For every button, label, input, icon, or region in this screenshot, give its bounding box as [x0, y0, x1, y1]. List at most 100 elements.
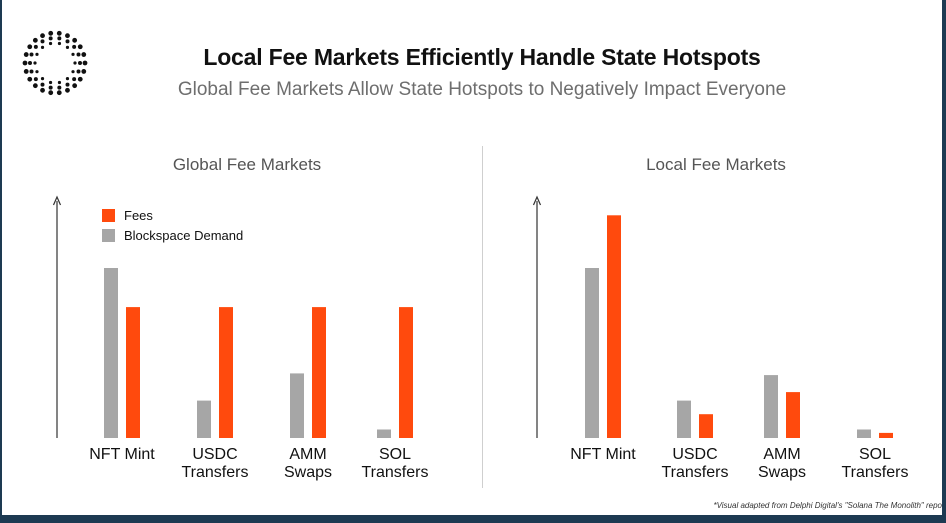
- logo-dot: [72, 37, 78, 43]
- logo-dot: [77, 44, 83, 50]
- logo-dot: [23, 69, 29, 74]
- legend-swatch-demand: [102, 229, 115, 242]
- logo-dot: [71, 52, 75, 56]
- category-label-line: USDC: [192, 446, 238, 463]
- logo-dot: [40, 82, 45, 87]
- logo-dot: [35, 70, 39, 74]
- logo-dot: [56, 30, 62, 36]
- logo-dot: [33, 44, 38, 49]
- logo-dot: [40, 39, 45, 44]
- logo-dot: [65, 77, 70, 81]
- category-label-line: USDC: [672, 446, 718, 463]
- category-label-line: Transfers: [181, 464, 249, 481]
- category-label-line: NFT Mint: [570, 446, 636, 463]
- legend-label-fees: Fees: [124, 208, 153, 223]
- logo-dot: [40, 87, 45, 93]
- legend-label-demand: Blockspace Demand: [124, 228, 244, 243]
- logo-dot: [32, 37, 38, 43]
- logo-dot: [48, 41, 53, 46]
- page-subtitle: Global Fee Markets Allow State Hotspots …: [177, 79, 787, 100]
- category-label-line: NFT Mint: [89, 446, 155, 463]
- bar-local-demand-nft-mint: [585, 268, 599, 438]
- category-label-global-amm-swaps: AMM Swaps: [248, 446, 368, 482]
- logo-dot: [22, 60, 28, 66]
- logo-dot: [56, 90, 62, 96]
- bar-local-fees-sol-transfers: [879, 432, 893, 438]
- category-label-global-sol-transfers: SOL Transfers: [335, 446, 455, 482]
- source-footnote: *Visual adapted from Delphi Digital's "S…: [713, 501, 942, 510]
- logo-dot: [73, 61, 77, 65]
- category-label-global-nft-mint: NFT Mint: [62, 446, 182, 464]
- bar-charts: [52, 195, 893, 438]
- category-label-line: Swaps: [757, 464, 807, 481]
- logo-dot: [40, 77, 45, 81]
- logo-dot: [48, 85, 53, 90]
- logo-dot: [33, 77, 38, 82]
- logo-dot: [81, 52, 87, 57]
- logo-dot: [28, 61, 32, 65]
- logo-dot: [32, 83, 38, 89]
- logo-dot: [48, 80, 53, 85]
- bar-global-demand-usdc-transfers: [197, 400, 211, 438]
- page-title: Local Fee Markets Efficiently Handle Sta…: [203, 44, 761, 70]
- category-label-global-usdc-transfers: USDC Transfers: [155, 446, 275, 482]
- panel-divider: [482, 146, 483, 488]
- category-label-line: AMM: [289, 446, 327, 463]
- y-axis-arrow-icon: [52, 195, 62, 206]
- logo-dot: [23, 52, 29, 57]
- logo-dot: [82, 60, 88, 66]
- logo-dot: [65, 39, 70, 44]
- logo-dot: [27, 44, 33, 50]
- logo-dot: [27, 76, 33, 82]
- logo-dot: [72, 77, 77, 82]
- slide: Local Fee Markets Efficiently Handle Sta…: [2, 0, 942, 515]
- bar-local-demand-amm-swaps: [764, 375, 778, 438]
- logo-dot: [72, 44, 77, 49]
- logo-dot: [29, 69, 34, 74]
- logo-dot: [57, 80, 62, 85]
- category-label-line: AMM: [763, 446, 801, 463]
- logo-dot: [35, 52, 39, 56]
- category-label-local-amm-swaps: AMM Swaps: [722, 446, 842, 482]
- logo-dot: [29, 52, 34, 57]
- bar-global-fees-amm-swaps: [312, 307, 326, 438]
- bar-local-fees-amm-swaps: [786, 392, 800, 438]
- chart-title-global: Global Fee Markets: [172, 155, 322, 174]
- logo-dot: [77, 76, 83, 82]
- bar-local-fees-nft-mint: [607, 215, 621, 438]
- bar-local-demand-usdc-transfers: [677, 400, 691, 438]
- logo-dot: [48, 90, 54, 96]
- logo-dot: [57, 41, 62, 46]
- logo-dot: [57, 36, 62, 41]
- category-label-local-usdc-transfers: USDC Transfers: [635, 446, 755, 482]
- y-axis-arrow-icon: [532, 195, 542, 206]
- logo-dot: [81, 69, 87, 74]
- chart-title-local: Local Fee Markets: [646, 155, 786, 174]
- bar-global-fees-nft-mint: [126, 307, 140, 438]
- bar-global-fees-usdc-transfers: [219, 307, 233, 438]
- bar-global-demand-amm-swaps: [290, 373, 304, 438]
- category-label-line: Swaps: [283, 464, 333, 481]
- logo-dot: [65, 82, 70, 87]
- bar-local-demand-sol-transfers: [857, 429, 871, 438]
- category-label-line: Transfers: [361, 464, 429, 481]
- logo-dot: [48, 30, 54, 36]
- logo-dot: [78, 61, 82, 65]
- bar-local-fees-usdc-transfers: [699, 414, 713, 438]
- legend-swatch-fees: [102, 209, 115, 222]
- bar-global-fees-sol-transfers: [399, 307, 413, 438]
- logo-dot: [33, 61, 37, 65]
- dotted-circle-logo-icon: [22, 30, 88, 96]
- logo-dot: [65, 45, 70, 49]
- logo-dot: [40, 45, 45, 49]
- category-label-line: SOL: [858, 446, 891, 463]
- category-label-line: Transfers: [841, 464, 909, 481]
- bar-global-demand-nft-mint: [104, 268, 118, 438]
- bar-global-demand-sol-transfers: [377, 429, 391, 438]
- logo-dot: [76, 69, 81, 74]
- logo-dot: [48, 36, 53, 41]
- logo-dot: [72, 83, 78, 89]
- logo-dot: [65, 87, 70, 93]
- category-label-line: SOL: [378, 446, 411, 463]
- logo-dot: [71, 70, 75, 74]
